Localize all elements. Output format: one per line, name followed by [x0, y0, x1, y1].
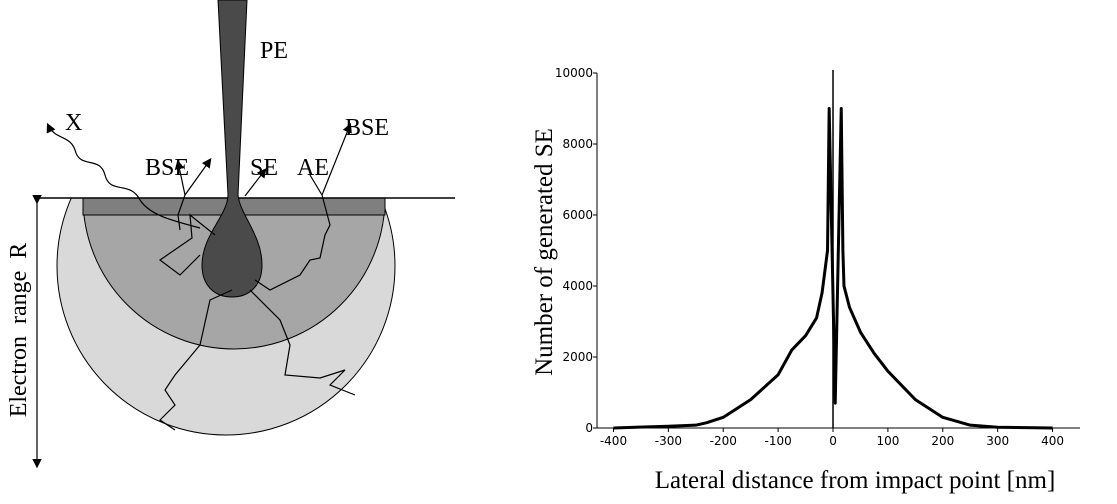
x-tick-label: -100 — [765, 434, 792, 448]
x-tick-label: -200 — [710, 434, 737, 448]
y-tick-label: 0 — [585, 421, 593, 435]
label-pe: PE — [260, 38, 288, 64]
x-tick-label: 200 — [931, 434, 954, 448]
label-range: Electron range R — [6, 243, 32, 418]
trajectories — [46, 122, 356, 431]
label-bse: BSE — [345, 115, 389, 141]
x-axis-label: Lateral distance from impact point [nm] — [655, 467, 1056, 494]
x-tick-label: 0 — [829, 434, 837, 448]
diagram: PE X BSE SE AE BSE Electron range R — [6, 0, 455, 469]
y-axis-label: Number of generated SE — [531, 128, 558, 376]
label-ae: AE — [297, 155, 329, 181]
label-bse: BSE — [145, 155, 189, 181]
y-tick-label: 8000 — [562, 137, 593, 151]
data-line — [613, 107, 1053, 430]
x-tick-label: 300 — [986, 434, 1009, 448]
label-se: SE — [250, 155, 278, 181]
beam — [201, 0, 263, 298]
y-tick-label: 2000 — [562, 350, 593, 364]
y-tick-label: 6000 — [562, 208, 593, 222]
x-tick-label: -300 — [655, 434, 682, 448]
y-tick-label: 10000 — [555, 66, 593, 80]
x-tick-label: 100 — [876, 434, 899, 448]
label-x: X — [65, 110, 82, 136]
y-tick-label: 4000 — [562, 279, 593, 293]
x-tick-label: 400 — [1041, 434, 1064, 448]
x-tick-label: -400 — [600, 434, 627, 448]
